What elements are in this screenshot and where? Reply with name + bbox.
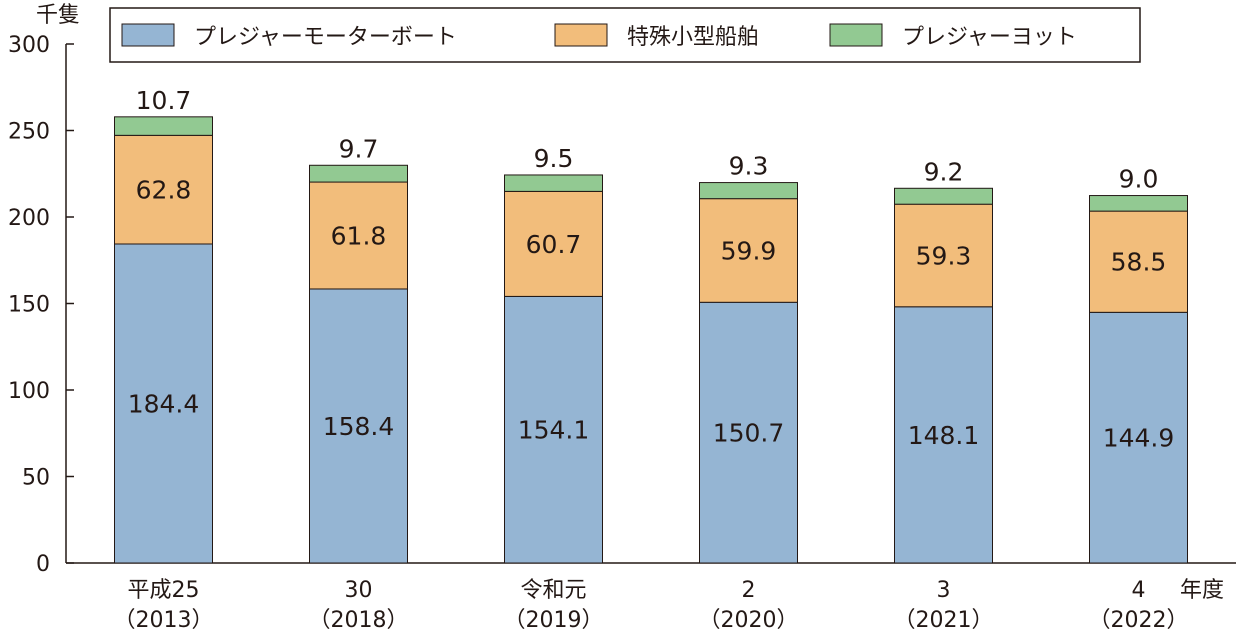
bar-segment	[309, 181, 408, 290]
bar-segment	[699, 182, 798, 200]
x-tick-label: 2	[742, 578, 756, 603]
data-label: 9.2	[924, 157, 964, 186]
legend-label-motorboat: プレジャーモーターボート	[194, 25, 457, 50]
data-label: 150.7	[713, 419, 785, 448]
legend-swatch-motorboat	[121, 23, 175, 47]
data-label: 9.3	[729, 152, 769, 181]
x-tick-label: 令和元	[520, 578, 586, 603]
bar-segment	[894, 187, 993, 205]
y-tick-label: 50	[22, 466, 50, 491]
y-tick-label: 0	[36, 552, 50, 577]
bar-segment	[1089, 210, 1188, 313]
bar-segment	[114, 134, 213, 245]
data-label: 58.5	[1111, 248, 1167, 277]
bar-segment	[1089, 195, 1188, 212]
x-tick-year-label: （2020）	[699, 608, 799, 633]
x-tick-year-label: （2022）	[1089, 608, 1189, 633]
legend-label-yacht: プレジャーヨット	[902, 25, 1077, 50]
data-label: 9.7	[339, 134, 379, 163]
legend-swatch-special-small-vessel	[554, 23, 608, 47]
y-unit-label: 千隻	[36, 3, 80, 28]
data-label: 9.0	[1119, 165, 1159, 194]
y-tick-label: 100	[8, 379, 50, 404]
x-tick-label: 3	[937, 578, 951, 603]
data-label: 148.1	[908, 421, 980, 450]
data-label: 60.7	[526, 230, 582, 259]
data-label: 9.5	[534, 144, 574, 173]
legend-label-special-small-vessel: 特殊小型船舶	[627, 25, 759, 50]
x-axis-suffix: 年度	[1180, 578, 1224, 603]
bar-segment	[309, 164, 408, 183]
bars: 184.4 62.8 10.7 158.4 61.8 9.7 154.1 60.7 9.5 150…	[114, 86, 1188, 564]
bar-segment	[504, 190, 603, 297]
data-label: 61.8	[331, 222, 387, 251]
y-tick-label: 300	[8, 33, 50, 58]
bar-segment	[504, 295, 603, 564]
data-label: 59.9	[721, 236, 777, 265]
data-label: 59.3	[916, 241, 972, 270]
data-label: 154.1	[518, 416, 590, 445]
x-tick-year-label: （2013）	[114, 608, 214, 633]
x-axis-labels: 平成25 （2013） 30 （2018） 令和元 （2019） 2 （2020） 3 （2021…	[114, 578, 1189, 633]
bar-segment	[504, 174, 603, 192]
bar-segment	[894, 306, 993, 564]
legend-swatch-yacht	[829, 23, 883, 47]
x-tick-label: 30	[345, 578, 373, 603]
axes: 0 50 100 150 200 250 300	[8, 33, 1236, 577]
bar-segment	[699, 301, 798, 564]
bar-segment	[894, 203, 993, 308]
x-tick-label: 平成25	[128, 578, 200, 603]
y-tick-label: 150	[8, 293, 50, 318]
data-label: 144.9	[1103, 424, 1175, 453]
legend: プレジャーモーターボート 特殊小型船舶 プレジャーヨット	[109, 7, 1141, 63]
bar-segment	[114, 243, 213, 564]
bar-segment	[699, 198, 798, 303]
bar-segment	[309, 288, 408, 564]
y-tick-label: 200	[8, 206, 50, 231]
data-label: 158.4	[323, 412, 395, 441]
legend-box	[109, 7, 1141, 63]
bar-segment	[114, 116, 213, 136]
data-label: 62.8	[136, 176, 192, 205]
x-tick-year-label: （2021）	[894, 608, 994, 633]
data-label: 184.4	[128, 389, 200, 418]
x-tick-year-label: （2018）	[309, 608, 409, 633]
data-label: 10.7	[136, 86, 192, 115]
y-tick-label: 250	[8, 120, 50, 145]
x-tick-year-label: （2019）	[504, 608, 604, 633]
bar-segment	[1089, 311, 1188, 564]
x-tick-label: 4	[1132, 578, 1146, 603]
